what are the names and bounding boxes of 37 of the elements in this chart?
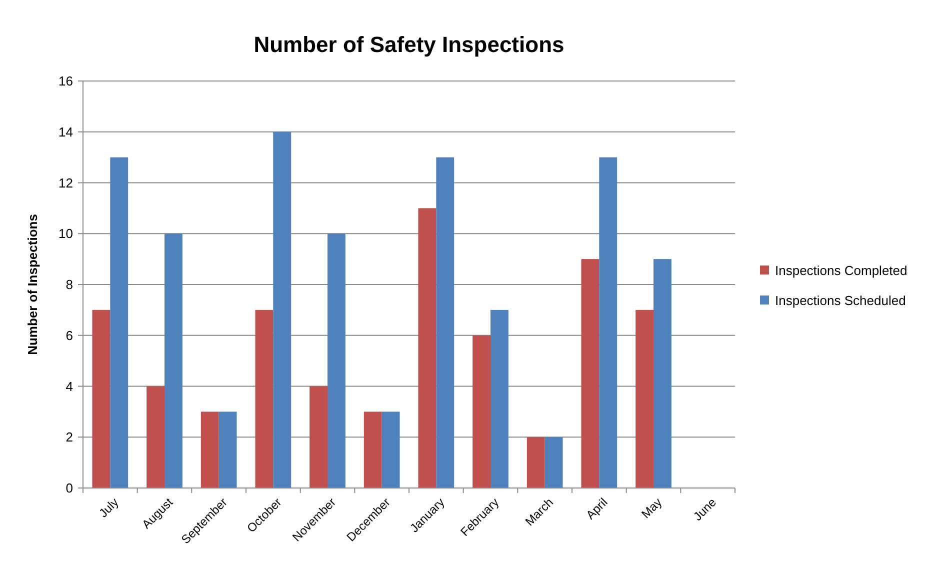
bar [200,412,219,488]
chart-title: Number of Safety Inspections [254,32,564,57]
bar [472,335,490,488]
y-tick-label: 2 [66,430,73,445]
bar [418,208,436,488]
bar [599,157,618,488]
bar [636,310,654,488]
legend-label: Inspections Scheduled [775,293,906,308]
bar [218,412,237,488]
bar [654,259,672,488]
bar [92,310,110,488]
bar [436,157,454,488]
y-tick-label: 12 [58,175,73,190]
bar [382,412,400,488]
bar [110,157,128,488]
bar [255,310,274,488]
bar [526,437,545,488]
bar [146,386,164,488]
bar [581,259,600,488]
y-tick-label: 6 [66,328,73,343]
y-tick-label: 16 [58,74,73,89]
bar [544,437,563,488]
y-tick-label: 14 [58,124,73,140]
x-tick-label: July [96,495,122,520]
y-tick-label: 4 [66,378,73,394]
bar [364,412,382,488]
y-tick-label: 8 [66,277,73,292]
bar [310,386,328,488]
x-tick-label: May [638,495,665,522]
bar [328,234,346,488]
bar [273,132,292,488]
y-tick-label: 0 [66,480,73,496]
bar [490,310,508,488]
legend-label: Inspections Completed [775,263,908,278]
y-tick-label: 10 [58,226,73,242]
y-axis-title: Number of Inspections [25,214,40,355]
bar [164,234,182,488]
